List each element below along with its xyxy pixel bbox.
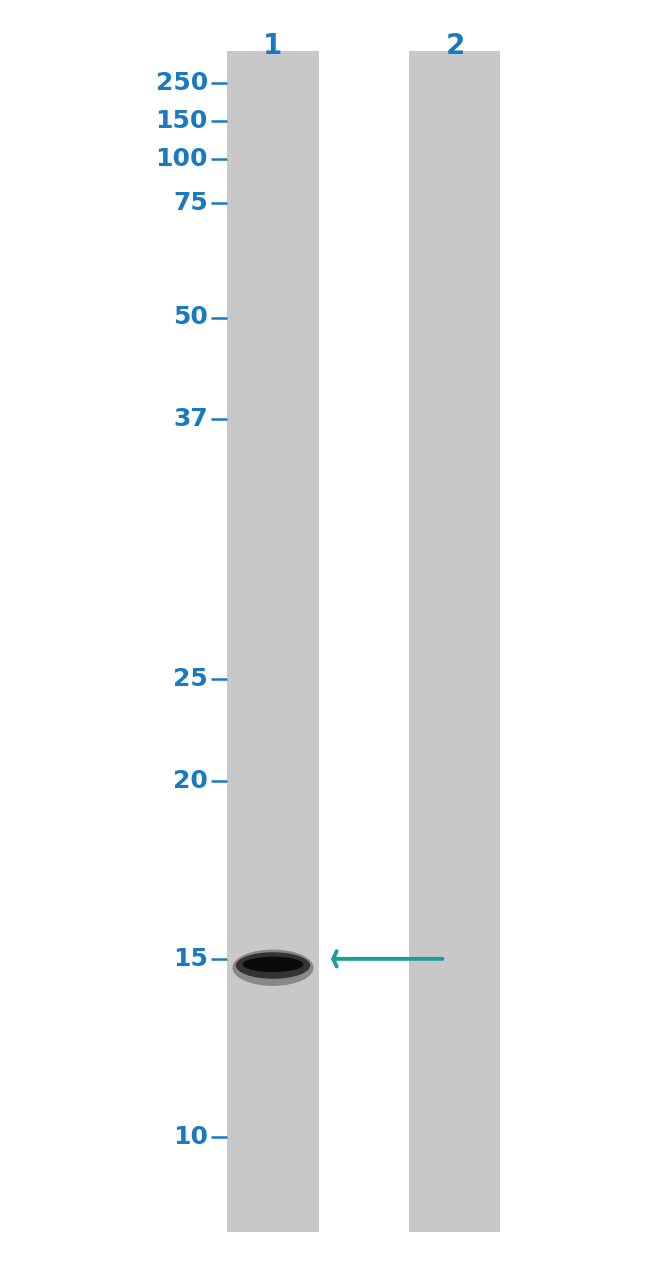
Text: 20: 20 [173,770,208,792]
Ellipse shape [233,950,313,986]
Ellipse shape [242,956,304,972]
Text: 75: 75 [174,192,208,215]
Text: 150: 150 [155,109,208,132]
Text: 25: 25 [174,668,208,691]
Text: 15: 15 [173,947,208,970]
Text: 50: 50 [173,306,208,329]
Text: 250: 250 [156,71,208,94]
Text: 10: 10 [173,1125,208,1148]
Ellipse shape [236,952,310,979]
Bar [227,51,318,1232]
Text: 37: 37 [174,408,208,431]
Bar [410,51,500,1232]
Text: 100: 100 [155,147,208,170]
Text: 2: 2 [445,32,465,60]
Text: 1: 1 [263,32,283,60]
